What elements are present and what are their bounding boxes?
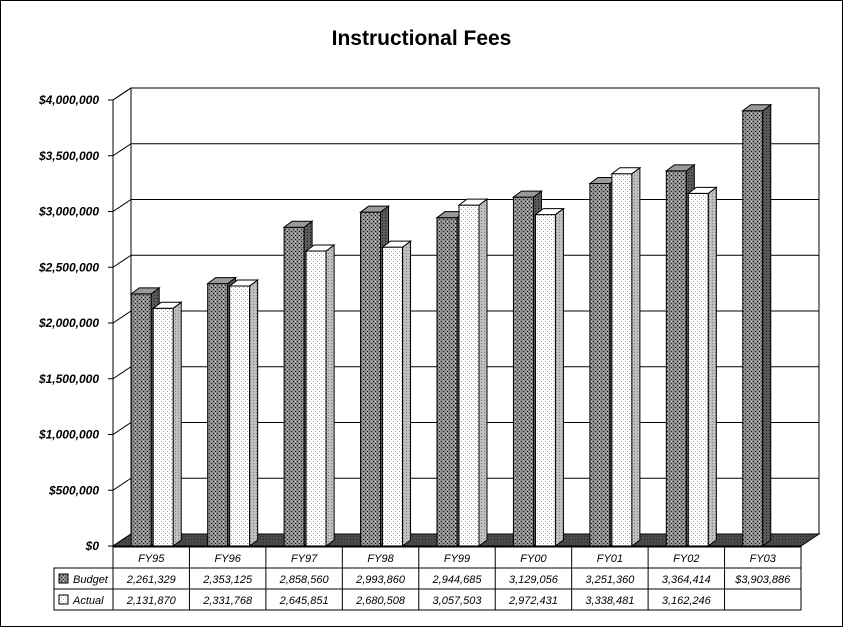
y-tick-label: $500,000 — [48, 483, 99, 497]
bar-budget-fy03 — [741, 103, 773, 547]
bar-front — [229, 285, 251, 547]
bar-front — [207, 283, 229, 547]
bar-top — [533, 208, 565, 216]
bar-actual-fy97 — [304, 243, 336, 547]
bar-top — [151, 301, 183, 309]
bar-side — [631, 166, 641, 547]
legend-swatch-budget — [58, 573, 69, 584]
bar-actual-fy95 — [151, 301, 183, 547]
bar-top — [206, 277, 238, 285]
bar-side — [707, 186, 717, 547]
bar-side — [554, 207, 564, 547]
y-tick-label: $3,000,000 — [38, 205, 99, 219]
category-label: FY01 — [597, 553, 623, 565]
y-tick-label: $3,500,000 — [38, 149, 99, 163]
category-label: FY95 — [138, 553, 165, 565]
bar-side — [325, 243, 335, 547]
bar-top — [359, 205, 391, 213]
bar-front — [512, 196, 534, 547]
bar-actual-fy00 — [533, 207, 565, 547]
bar-side — [402, 240, 412, 547]
bar-actual-fy96 — [228, 279, 260, 548]
legend-label-actual: Actual — [72, 595, 104, 607]
data-label: 2,858,560 — [279, 574, 330, 586]
bar-top — [228, 279, 260, 287]
bar-front — [742, 110, 764, 547]
bar-top — [304, 244, 336, 252]
bar-front — [589, 182, 611, 547]
bar-side — [249, 279, 259, 548]
category-label: FY97 — [291, 553, 318, 565]
data-label: $3,903,886 — [734, 574, 791, 586]
category-label: FY03 — [750, 553, 777, 565]
bar-front — [130, 293, 152, 547]
bar-actual-fy98 — [381, 240, 413, 547]
category-label: FY02 — [673, 553, 699, 565]
y-tick-label: $2,500,000 — [38, 260, 99, 274]
data-label: 2,331,768 — [202, 595, 253, 607]
data-label: 3,364,414 — [662, 574, 711, 586]
bar-actual-fy01 — [610, 166, 642, 547]
data-label: 2,261,329 — [126, 574, 176, 586]
bar-front — [665, 170, 687, 547]
data-label: 3,129,056 — [509, 574, 559, 586]
data-label: 2,131,870 — [126, 595, 177, 607]
category-label: FY98 — [367, 553, 394, 565]
legend-swatch-actual — [58, 594, 69, 605]
data-label: 2,353,125 — [202, 574, 253, 586]
bar-side — [172, 301, 182, 547]
y-tick-label: $2,000,000 — [38, 316, 99, 330]
y-tick-label: $0 — [85, 539, 100, 553]
bar-top — [282, 220, 314, 228]
bar-top — [741, 104, 773, 112]
gridline — [112, 87, 819, 101]
category-label: FY96 — [215, 553, 242, 565]
bar-top — [457, 198, 489, 206]
data-label: 3,338,481 — [585, 595, 634, 607]
data-label: 3,251,360 — [585, 574, 635, 586]
y-tick-label: $1,000,000 — [38, 428, 99, 442]
y-axis: $0 $500,000 $1,000,000 $1,500,000 $2,000,000… — [38, 93, 114, 553]
data-label: 2,944,685 — [432, 574, 483, 586]
category-label: FY00 — [520, 553, 547, 565]
bar-top — [610, 167, 642, 175]
gridline — [112, 143, 819, 157]
legend-label-budget: Budget — [73, 574, 109, 586]
bar-actual-fy99 — [457, 198, 489, 547]
bar-side — [762, 103, 772, 547]
bar-top — [511, 190, 543, 198]
data-label: 2,680,508 — [355, 595, 406, 607]
bar-front — [360, 211, 382, 547]
bar-front — [458, 204, 480, 547]
data-table: FY95 FY96 FY97 FY98 FY99 FY00 FY01 FY02 FY03 Budg… — [53, 546, 802, 611]
bar-front — [305, 250, 327, 547]
y-tick-label: $1,500,000 — [38, 372, 99, 386]
data-label: 2,972,431 — [508, 595, 558, 607]
category-label: FY99 — [444, 553, 470, 565]
bar-top — [664, 164, 696, 172]
bar-front — [687, 192, 709, 547]
bar-front — [382, 246, 404, 547]
data-label: 2,993,860 — [355, 574, 406, 586]
bar-side — [478, 198, 488, 547]
bar-front — [534, 214, 556, 547]
bar-front — [283, 226, 305, 547]
bar-actual-fy02 — [686, 186, 718, 547]
bar-front — [611, 173, 633, 547]
y-tick-label: $4,000,000 — [38, 93, 99, 107]
bar-front — [152, 307, 174, 547]
bar-top — [381, 240, 413, 248]
bar-top — [686, 186, 718, 194]
data-label: 3,162,246 — [662, 595, 712, 607]
chart-title: Instructional Fees — [331, 27, 512, 50]
data-label: 3,057,503 — [433, 595, 483, 607]
data-label: 2,645,851 — [279, 595, 329, 607]
bars — [111, 103, 821, 548]
bar-top — [129, 287, 161, 295]
bar-front — [436, 217, 458, 547]
